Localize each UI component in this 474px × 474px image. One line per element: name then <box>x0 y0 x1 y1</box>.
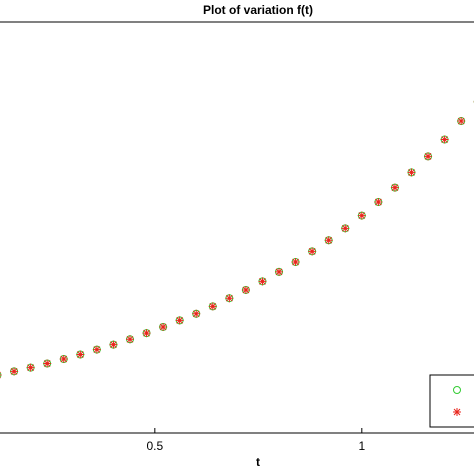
marker-circle <box>453 386 461 394</box>
chart-title: Plot of variation f(t) <box>203 3 313 17</box>
marker-star <box>92 345 101 354</box>
legend-box <box>429 374 474 428</box>
marker-star <box>308 247 317 256</box>
legend <box>429 374 474 428</box>
marker-star <box>291 258 300 267</box>
marker-star <box>76 350 85 359</box>
marker-star <box>109 340 118 349</box>
plot-area <box>0 100 474 379</box>
marker-star <box>424 152 433 161</box>
marker-star <box>159 322 168 331</box>
marker-star <box>142 329 151 338</box>
x-tick-label: 0.5 <box>146 439 163 453</box>
marker-star <box>225 294 234 303</box>
marker-star <box>125 335 134 344</box>
marker-star <box>59 355 68 364</box>
x-axis-label: t <box>256 455 260 469</box>
marker-star <box>208 302 217 311</box>
marker-star <box>258 277 267 286</box>
marker-star <box>26 363 35 372</box>
marker-star <box>357 211 366 220</box>
marker-star <box>192 309 201 318</box>
marker-star <box>175 316 184 325</box>
marker-star <box>341 224 350 233</box>
marker-star <box>275 267 284 276</box>
marker-star <box>407 168 416 177</box>
marker-star <box>440 135 449 144</box>
marker-star <box>457 117 466 126</box>
marker-star <box>0 371 2 379</box>
marker-star <box>374 198 383 207</box>
marker-star <box>453 408 461 416</box>
marker-star <box>10 367 19 376</box>
marker-star <box>390 183 399 192</box>
marker-star <box>43 359 52 368</box>
marker-star <box>241 285 250 294</box>
marker-star <box>324 236 333 245</box>
x-tick-label: 1 <box>358 439 365 453</box>
